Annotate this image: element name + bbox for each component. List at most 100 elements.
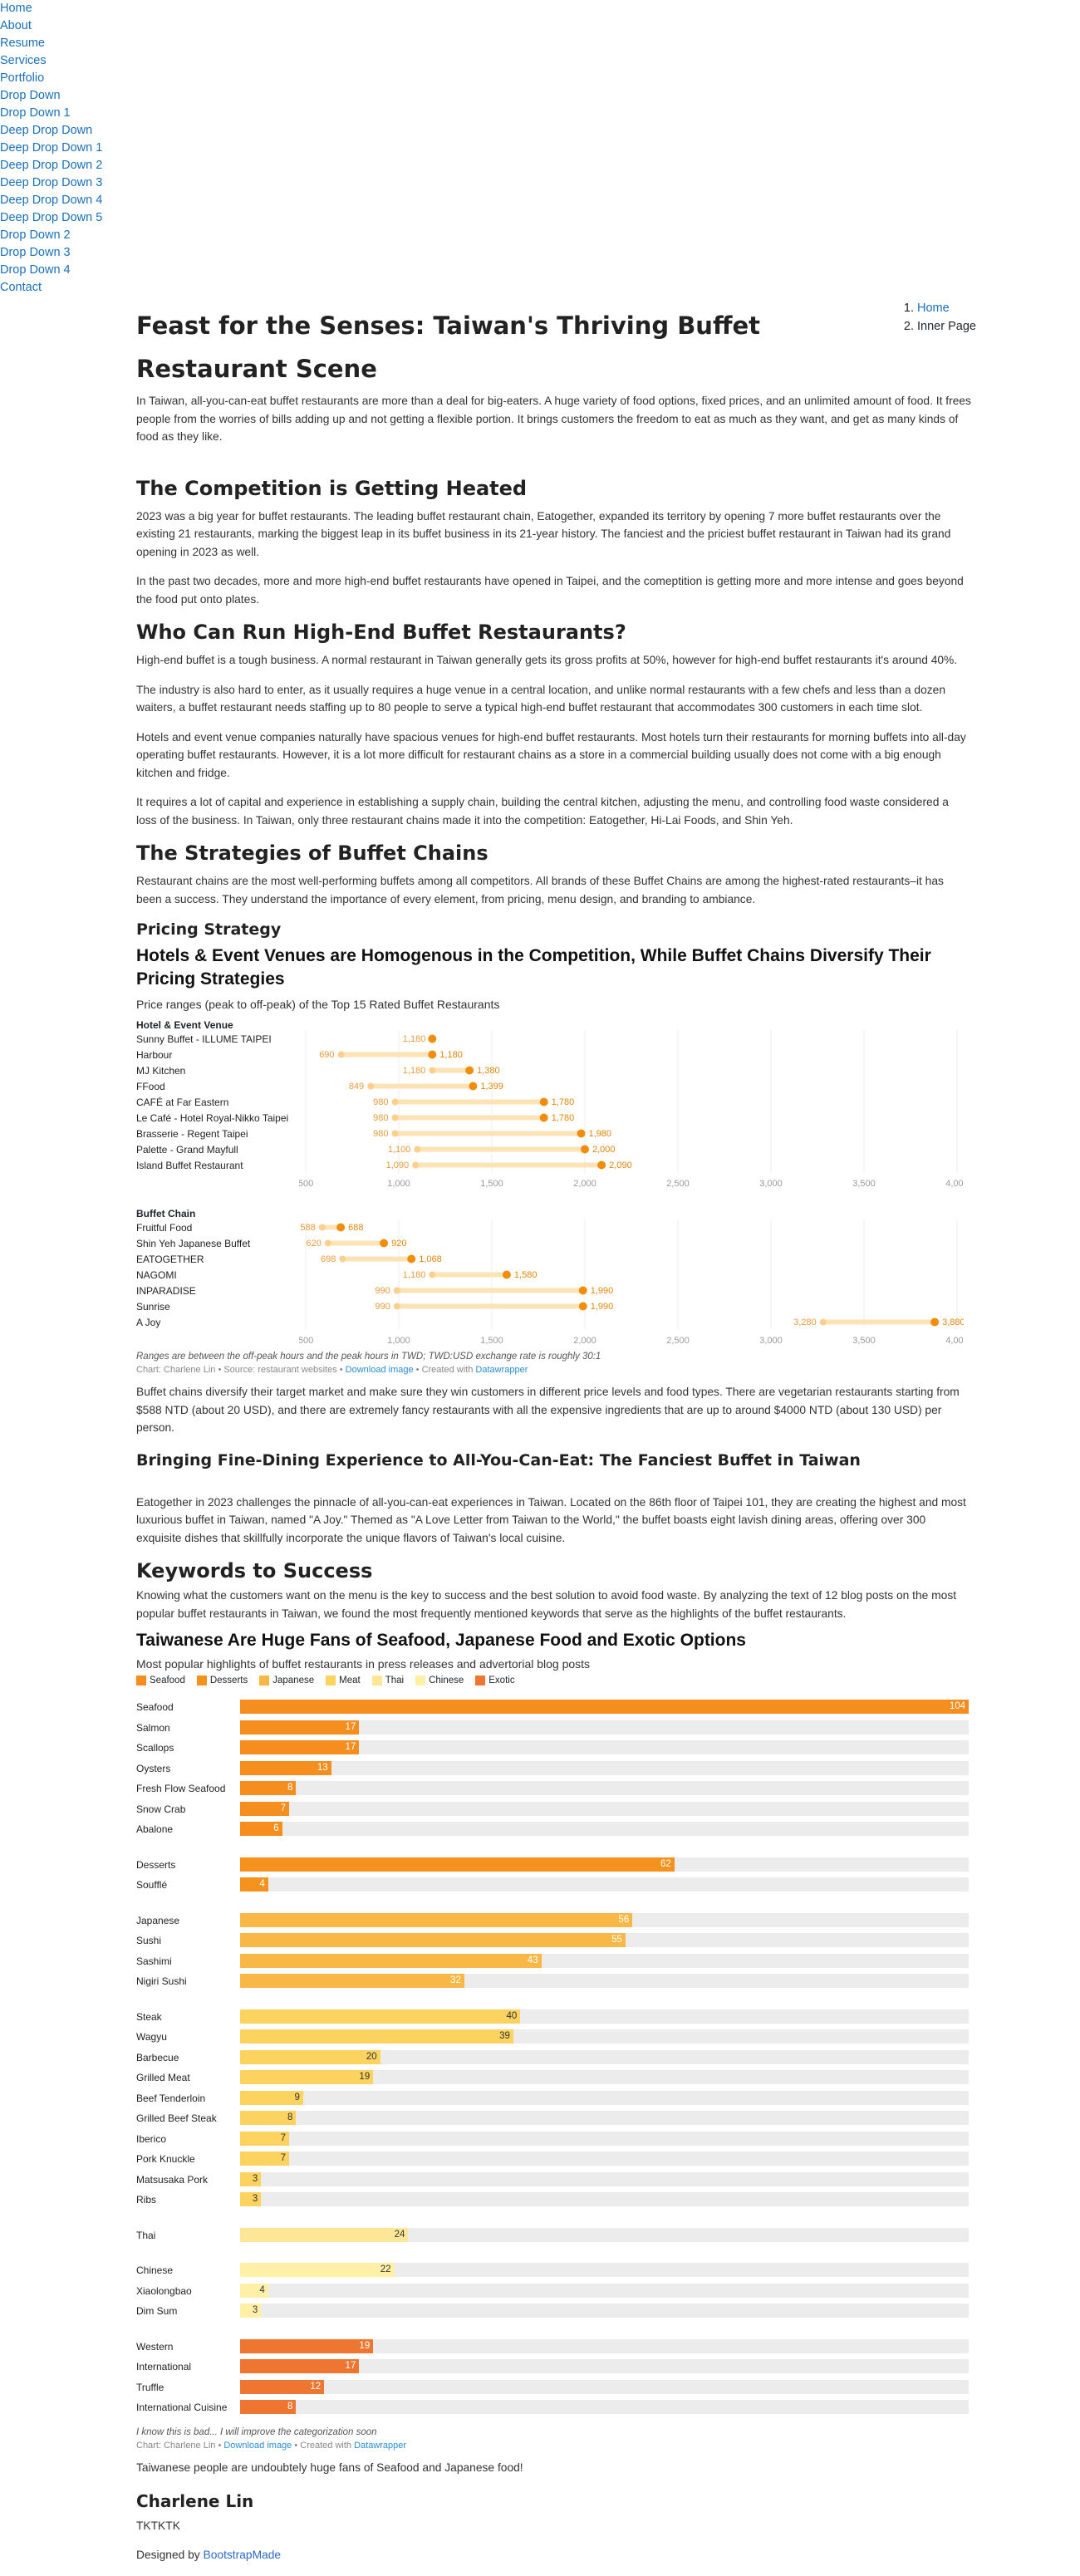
nav-item-drop-down-2[interactable]: Drop Down 2 — [0, 228, 71, 242]
bar — [240, 2304, 262, 2318]
nav-item-services[interactable]: Services — [0, 54, 47, 67]
datawrapper-link[interactable]: Datawrapper — [354, 2441, 407, 2451]
value-label: 849 — [349, 1082, 364, 1092]
range-plot: 698 1,068 — [305, 1251, 958, 1267]
bar-track — [240, 2227, 969, 2242]
nav-item-contact[interactable]: Contact — [0, 281, 42, 294]
bar-track — [240, 1781, 969, 1795]
value-label: 1,990 — [591, 1286, 614, 1296]
low-point — [324, 1239, 331, 1247]
high-point — [597, 1160, 606, 1170]
bar — [240, 1720, 360, 1735]
bar-row: Sashimi 43 — [136, 1951, 972, 1971]
bar-row: Beef Tenderloin 9 — [136, 2088, 972, 2108]
range-plot: 990 1,990 — [305, 1283, 958, 1298]
nav-item-deep-drop-down-4[interactable]: Deep Drop Down 4 — [0, 194, 103, 207]
bar — [240, 1740, 360, 1754]
credit-text: • Created with — [413, 1365, 476, 1375]
high-point — [380, 1239, 389, 1248]
range-row: Shin Yeh Japanese Buffet 620 920 — [136, 1235, 972, 1251]
legend-label: Japanese — [272, 1676, 315, 1685]
nav-item-deep-drop-down[interactable]: Deep Drop Down — [0, 124, 93, 137]
row-label: INPARADISE — [136, 1285, 196, 1297]
bar-value: 6 — [273, 1823, 279, 1833]
nav-item-drop-down-1[interactable]: Drop Down 1 — [0, 106, 71, 120]
range-row: Sunny Buffet - ILLUME TAIPEI 1,180 — [136, 1031, 972, 1047]
credit-text: • Created with — [292, 2441, 355, 2451]
bootstrapmade-link[interactable]: BootstrapMade — [203, 2549, 282, 2561]
bar-value: 8 — [287, 2402, 293, 2412]
bar-track — [240, 2049, 969, 2064]
download-image-link[interactable]: Download image — [223, 2441, 292, 2451]
row-label: EATOGETHER — [136, 1254, 204, 1265]
range-row: Le Café - Hotel Royal-Nikko Taipei 980 1,7… — [136, 1110, 972, 1126]
tick-label: 4,000 — [945, 1336, 964, 1346]
legend-label: Meat — [339, 1676, 361, 1685]
row-label: Island Buffet Restaurant — [136, 1160, 243, 1171]
tick-label: 3,000 — [759, 1179, 783, 1189]
bar-row: Wagyu 39 — [136, 2027, 972, 2047]
bar-row: Soufflé 4 — [136, 1875, 972, 1895]
range-row: INPARADISE 990 1,990 — [136, 1283, 972, 1298]
range-plot: 690 1,180 — [305, 1047, 958, 1062]
row-label: Le Café - Hotel Royal-Nikko Taipei — [136, 1112, 289, 1124]
value-label: 920 — [391, 1239, 406, 1249]
range-group: Fruitful Food 588 688 Shin Yeh Japanese Buf… — [136, 1219, 972, 1348]
nav-item-drop-down-4[interactable]: Drop Down 4 — [0, 263, 71, 277]
bar-row: Abalone 6 — [136, 1819, 972, 1839]
breadcrumb-current: Inner Page — [917, 317, 987, 336]
bar-value: 8 — [287, 1783, 293, 1793]
tick-label: 2,000 — [573, 1336, 596, 1346]
bar-value: 32 — [450, 1975, 461, 1985]
bar — [240, 2227, 409, 2242]
bar — [240, 2192, 262, 2206]
value-label: 1,399 — [480, 1082, 503, 1092]
download-image-link[interactable]: Download image — [345, 1365, 414, 1375]
low-point — [393, 1287, 400, 1294]
sub-heading: Bringing Fine-Dining Experience to All-Y… — [136, 1450, 861, 1470]
low-point — [819, 1318, 827, 1326]
x-axis: 500 1,000 1,500 2,000 2,500 3,000 3,500 4,000 — [136, 1173, 972, 1191]
bar-value: 56 — [618, 1914, 630, 1925]
bar-label: Barbecue — [136, 2051, 179, 2063]
bar-track — [240, 2304, 969, 2318]
nav-item-deep-drop-down-3[interactable]: Deep Drop Down 3 — [0, 176, 103, 189]
bar-value: 17 — [345, 1721, 356, 1732]
nav-item-home[interactable]: Home — [0, 2, 32, 15]
range-plot: 588 688 — [300, 1219, 958, 1235]
high-point — [578, 1302, 587, 1311]
row-label: FFood — [136, 1081, 165, 1092]
bar — [240, 1801, 290, 1816]
range-row: FFood 849 1,399 — [136, 1078, 972, 1094]
nav-item-deep-drop-down-5[interactable]: Deep Drop Down 5 — [0, 211, 103, 224]
tick-label: 4,000 — [945, 1179, 964, 1189]
x-axis: 500 1,000 1,500 2,000 2,500 3,000 3,500 4,000 — [136, 1330, 972, 1348]
nav-item-drop-down[interactable]: Drop Down — [0, 89, 61, 102]
nav-item-resume[interactable]: Resume — [0, 37, 45, 50]
nav-item-portfolio[interactable]: Portfolio — [0, 71, 45, 85]
nav-item-deep-drop-down-2[interactable]: Deep Drop Down 2 — [0, 159, 103, 172]
bar — [240, 2171, 262, 2186]
nav-item-drop-down-3[interactable]: Drop Down 3 — [0, 246, 71, 259]
high-point — [336, 1223, 346, 1232]
page-title: Feast for the Senses: Taiwan's Thriving … — [136, 312, 760, 383]
section-heading: The Competition is Getting Heated — [136, 476, 528, 500]
nav-item-about[interactable]: About — [0, 19, 32, 32]
bar-value: 40 — [506, 2010, 518, 2021]
bar-label: Grilled Meat — [136, 2072, 190, 2083]
nav-item-deep-drop-down-1[interactable]: Deep Drop Down 1 — [0, 141, 103, 155]
breadcrumb-home-link[interactable]: Home — [917, 302, 950, 315]
range-row: Sunrise 990 1,990 — [136, 1298, 972, 1314]
row-label: Harbour — [136, 1049, 173, 1061]
range-plot: 1,090 2,090 — [305, 1157, 958, 1173]
bar-label: Steak — [136, 2010, 162, 2023]
bar-value: 13 — [317, 1762, 328, 1773]
bar-row: Western 19 — [136, 2337, 972, 2357]
legend-swatch — [415, 1676, 426, 1685]
breadcrumb: Home Inner Page — [879, 299, 987, 336]
low-point — [339, 1255, 346, 1263]
bar-row: Dim Sum 3 — [136, 2301, 972, 2321]
section-heading: The Strategies of Buffet Chains — [136, 841, 488, 865]
bar — [240, 1822, 282, 1836]
datawrapper-link[interactable]: Datawrapper — [475, 1365, 528, 1375]
